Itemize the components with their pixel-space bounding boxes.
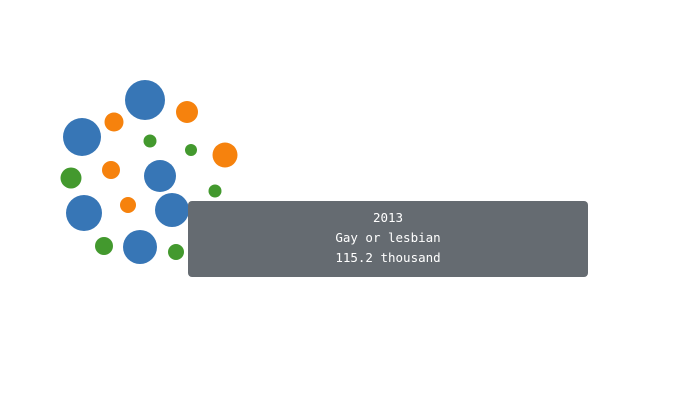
bubble-11[interactable] bbox=[120, 197, 136, 213]
bubble-group bbox=[60, 80, 238, 264]
bubble-17[interactable] bbox=[168, 244, 184, 260]
bubble-6[interactable] bbox=[123, 230, 157, 264]
bubble-1[interactable] bbox=[125, 80, 165, 120]
bubble-2[interactable] bbox=[63, 118, 101, 156]
bubble-15[interactable] bbox=[208, 184, 222, 198]
bubble-7[interactable] bbox=[176, 101, 198, 123]
tooltip: 2013 Gay or lesbian 115.2 thousand bbox=[188, 201, 588, 277]
bubble-8[interactable] bbox=[104, 112, 124, 132]
bubble-13[interactable] bbox=[185, 144, 197, 156]
tooltip-year: 2013 bbox=[372, 210, 404, 225]
bubble-9[interactable] bbox=[212, 142, 238, 168]
bubble-12[interactable] bbox=[143, 134, 157, 148]
tooltip-value: 115.2 thousand bbox=[335, 250, 441, 265]
bubble-3[interactable] bbox=[144, 160, 176, 192]
bubble-16[interactable] bbox=[95, 237, 113, 255]
bubble-14[interactable] bbox=[60, 167, 82, 189]
bubble-5[interactable] bbox=[155, 193, 189, 227]
tooltip-category: Gay or lesbian bbox=[335, 230, 441, 245]
bubble-10[interactable] bbox=[102, 161, 120, 179]
bubble-4[interactable] bbox=[66, 195, 102, 231]
